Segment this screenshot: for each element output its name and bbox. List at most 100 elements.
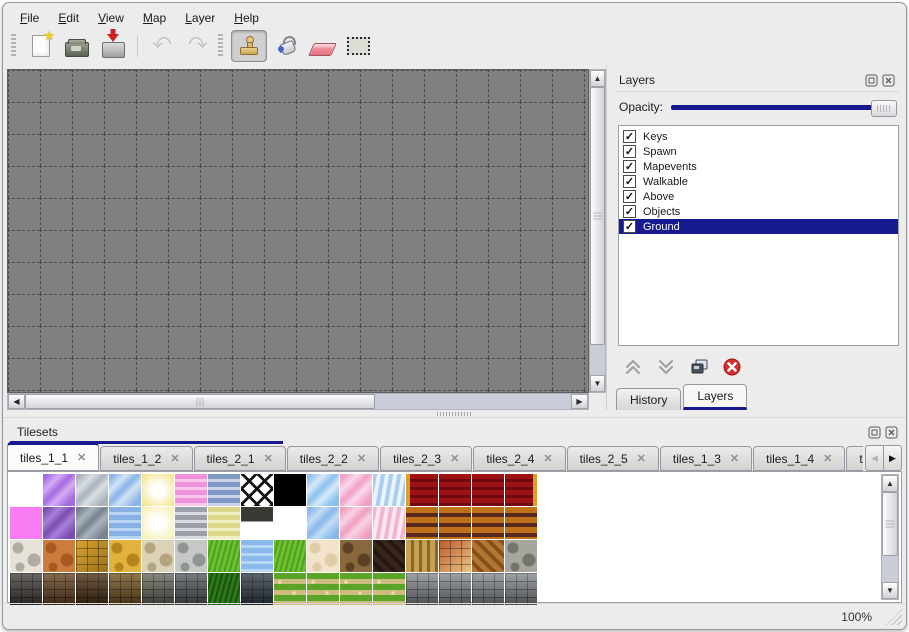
tile-grass-path-flowers[interactable] (340, 573, 372, 605)
tile-brick-wall-dark[interactable] (10, 573, 42, 605)
tile-wood-beams[interactable] (472, 507, 504, 539)
layer-row-mapevents[interactable]: ✓ Mapevents (619, 159, 898, 174)
menu-help[interactable]: Help (234, 10, 259, 25)
layer-row-walkable[interactable]: ✓ Walkable (619, 174, 898, 189)
duplicate-layer-button[interactable] (687, 356, 711, 378)
tile-black[interactable] (274, 474, 306, 506)
layer-row-objects[interactable]: ✓ Objects (619, 204, 898, 219)
tile-magenta[interactable] (10, 507, 42, 539)
tile-dark-planks[interactable] (373, 540, 405, 572)
close-panel-icon[interactable] (885, 426, 898, 439)
tile-gray-stripes[interactable] (175, 507, 207, 539)
tile-herringbone-wood[interactable] (472, 540, 504, 572)
tile-orange-stone[interactable] (43, 540, 75, 572)
canvas-horizontal-scrollbar[interactable]: ◀ ▶ (7, 393, 589, 410)
close-tab-icon[interactable]: ✕ (170, 453, 180, 465)
palette-scroll-track[interactable] (882, 556, 898, 582)
save-button[interactable] (96, 29, 130, 61)
tile-blue-drape[interactable] (373, 474, 405, 506)
tile-grass-path-flowers[interactable] (274, 573, 306, 605)
tile-stone-path-white[interactable] (10, 540, 42, 572)
tile-brick-wall-gray[interactable] (175, 573, 207, 605)
delete-layer-button[interactable] (720, 356, 744, 378)
tileset-tab-tiles_1_3[interactable]: tiles_1_3 ✕ (659, 446, 753, 471)
horizontal-splitter[interactable] (3, 410, 906, 417)
tile-dirt-debris[interactable] (340, 540, 372, 572)
new-map-button[interactable]: ★ (24, 28, 58, 61)
tile-gold-tiles[interactable] (76, 540, 108, 572)
tabs-scroll-left-button[interactable]: ◀ (865, 445, 883, 471)
tile-plank-wall-gray[interactable] (472, 573, 504, 605)
tile-water[interactable] (241, 540, 273, 572)
tile-pale-yellow-glow[interactable] (142, 507, 174, 539)
tileset-tab-tiles_1_4[interactable]: tiles_1_4 ✕ (753, 446, 846, 471)
layer-visibility-checkbox[interactable]: ✓ (623, 205, 636, 218)
tileset-tab-tiles_2_5[interactable]: tiles_2_5 ✕ (566, 446, 659, 471)
tileset-tab-tiles_1_1[interactable]: tiles_1_1 ✕ (7, 442, 100, 471)
tileset-tab-tiles_2_2[interactable]: tiles_2_2 ✕ (286, 446, 380, 471)
select-tool-button[interactable] (341, 31, 375, 61)
tile-empty[interactable] (10, 474, 42, 506)
close-tab-icon[interactable]: ✕ (823, 453, 833, 465)
tile-gray-glass[interactable] (76, 474, 108, 506)
horizontal-scroll-thumb[interactable] (25, 394, 375, 409)
tile-yellow-stripes[interactable] (208, 507, 240, 539)
eraser-tool-button[interactable] (305, 31, 339, 61)
resize-grip[interactable] (886, 609, 902, 625)
tileset-tab-tiles_2_3[interactable]: tiles_2_3 ✕ (380, 446, 473, 471)
tile-hedge[interactable] (208, 573, 240, 605)
tile-blue-glass-small[interactable] (307, 507, 339, 539)
tab-history[interactable]: History (616, 388, 682, 410)
tile-grass-path-flowers[interactable] (373, 573, 405, 605)
scroll-up-arrow[interactable]: ▲ (882, 475, 898, 492)
scroll-right-arrow[interactable]: ▶ (571, 394, 588, 409)
menu-edit[interactable]: Edit (58, 10, 80, 25)
opacity-slider[interactable] (671, 99, 897, 117)
tile-purple-glass-dark[interactable] (43, 507, 75, 539)
tile-grass[interactable] (274, 540, 306, 572)
tile-pink-glass[interactable] (340, 474, 372, 506)
tile-grass-path-flowers[interactable] (307, 573, 339, 605)
redo-button[interactable]: ↷ (181, 31, 215, 61)
scroll-left-arrow[interactable]: ◀ (8, 394, 25, 409)
tile-purple-glass[interactable] (43, 474, 75, 506)
layer-visibility-checkbox[interactable]: ✓ (623, 220, 636, 233)
tile-wood-beams[interactable] (406, 507, 438, 539)
tile-gray-stones[interactable] (175, 540, 207, 572)
tile-log-ends[interactable] (505, 540, 537, 572)
tile-wood-planks-vertical[interactable] (406, 540, 438, 572)
canvas-vertical-scrollbar[interactable]: ▲ ▼ (589, 69, 606, 393)
tile-brick-wall-brown[interactable] (43, 573, 75, 605)
toolbar-drag-handle-2[interactable] (218, 34, 223, 58)
opacity-slider-handle[interactable] (871, 99, 897, 117)
tile-yellow-glow[interactable] (142, 474, 174, 506)
tile-plank-wall-gray[interactable] (406, 573, 438, 605)
tile-stone-wall-gray[interactable] (142, 573, 174, 605)
tileset-tab-tiles_2_1[interactable]: tiles_2_1 ✕ (193, 446, 286, 471)
float-panel-icon[interactable] (868, 426, 881, 439)
tile-brick-wall-tan[interactable] (109, 573, 141, 605)
map-canvas[interactable] (7, 69, 589, 393)
tab-layers[interactable]: Layers (683, 384, 748, 410)
menu-file[interactable]: File (20, 10, 40, 25)
close-tab-icon[interactable]: ✕ (543, 453, 553, 465)
undo-button[interactable]: ↶ (145, 31, 179, 61)
tile-lattice[interactable] (241, 474, 273, 506)
menu-view[interactable]: View (98, 10, 124, 25)
open-button[interactable] (60, 31, 94, 61)
tile-wood-beams[interactable] (505, 507, 537, 539)
tabs-scroll-right-button[interactable]: ▶ (883, 445, 902, 471)
tile-red-carpet-left[interactable] (406, 474, 438, 506)
layer-row-ground[interactable]: ✓ Ground (619, 219, 898, 234)
tile-water-ripple[interactable] (109, 507, 141, 539)
tileset-tab-tiles_1[interactable]: tiles_1_✕ (846, 446, 863, 471)
close-tab-icon[interactable]: ✕ (450, 453, 460, 465)
tile-gold-stones[interactable] (109, 540, 141, 572)
stamp-tool-button[interactable] (231, 30, 267, 62)
close-tab-icon[interactable]: ✕ (356, 453, 367, 465)
close-tab-icon[interactable]: ✕ (729, 453, 740, 465)
tile-red-carpet[interactable] (439, 474, 471, 506)
vertical-scroll-track[interactable] (590, 345, 605, 375)
close-panel-icon[interactable] (882, 74, 895, 87)
tile-gray-glass-dark[interactable] (76, 507, 108, 539)
